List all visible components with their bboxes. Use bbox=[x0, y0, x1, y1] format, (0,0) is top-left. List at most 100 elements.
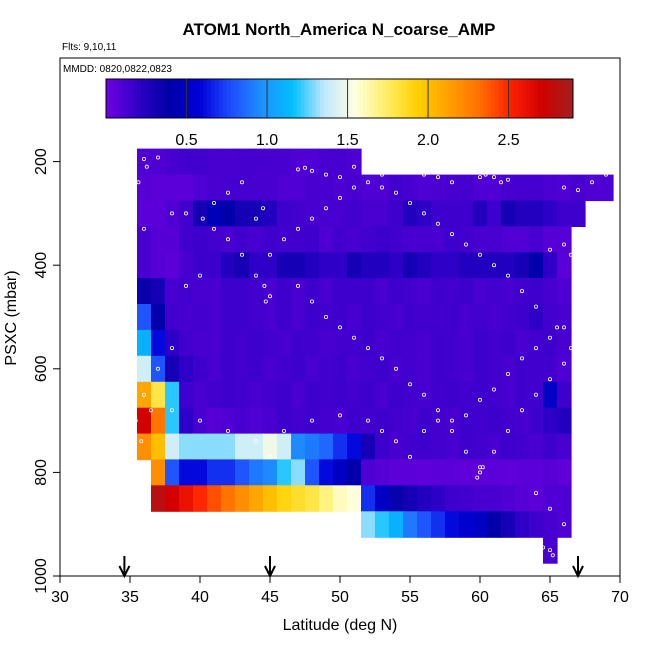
colorbar-segment bbox=[436, 79, 442, 118]
colorbar-segment bbox=[195, 79, 200, 118]
heatmap-cell bbox=[389, 433, 404, 461]
heatmap-cell bbox=[557, 174, 572, 202]
heatmap-cell bbox=[235, 355, 250, 383]
heatmap-cell bbox=[529, 485, 544, 512]
heatmap-cell bbox=[165, 407, 180, 435]
x-tick-label: 55 bbox=[401, 589, 419, 606]
heatmap-cell bbox=[347, 381, 362, 409]
sample-point bbox=[548, 247, 553, 252]
sample-point bbox=[548, 377, 553, 382]
colorbar-segment bbox=[320, 79, 325, 118]
heatmap-cell bbox=[347, 355, 362, 383]
heatmap-cell bbox=[207, 407, 222, 435]
heatmap-cell bbox=[459, 329, 474, 357]
heatmap-cell bbox=[221, 226, 236, 253]
heatmap-cell bbox=[207, 329, 222, 357]
heatmap-cell bbox=[151, 304, 166, 331]
heatmap-cell bbox=[235, 252, 250, 279]
heatmap-cell bbox=[249, 174, 264, 202]
heatmap-cell bbox=[263, 200, 278, 227]
sample-point bbox=[253, 439, 258, 444]
heatmap-cell bbox=[319, 407, 334, 435]
colorbar-segment bbox=[467, 79, 473, 118]
colorbar-segment bbox=[475, 79, 481, 118]
heatmap-cell bbox=[431, 511, 446, 538]
heatmap-cell bbox=[389, 304, 404, 331]
colorbar-segment bbox=[483, 79, 488, 118]
colorbar-segment bbox=[113, 79, 119, 118]
colorbar-segment bbox=[351, 79, 356, 118]
heatmap-cell bbox=[333, 485, 348, 512]
sample-point bbox=[337, 175, 342, 180]
heatmap-cell bbox=[515, 200, 530, 227]
heatmap-cell bbox=[431, 174, 446, 202]
colorbar-segment bbox=[238, 79, 243, 118]
colorbar-segment bbox=[471, 79, 477, 118]
heatmap-cell bbox=[333, 226, 348, 253]
heatmap-cell bbox=[431, 278, 446, 305]
sample-point bbox=[463, 242, 468, 247]
colorbar-tick-label: 2.5 bbox=[497, 132, 519, 149]
heatmap-cell bbox=[165, 278, 180, 305]
heatmap-cell bbox=[221, 329, 236, 357]
heatmap-cell bbox=[361, 511, 376, 538]
sample-point bbox=[520, 408, 525, 413]
heatmap-cell bbox=[431, 226, 446, 253]
heatmap-cell bbox=[375, 226, 390, 253]
heatmap-cell bbox=[263, 459, 278, 486]
heatmap-cell bbox=[249, 459, 264, 486]
colorbar-segment bbox=[265, 79, 270, 118]
colorbar-segment bbox=[106, 79, 111, 118]
sample-point bbox=[393, 439, 398, 444]
sample-point bbox=[281, 237, 286, 242]
sample-point bbox=[491, 263, 496, 268]
colorbar-segment bbox=[390, 79, 395, 118]
heatmap-cell bbox=[207, 485, 222, 512]
sample-point bbox=[281, 428, 286, 433]
heatmap-cell bbox=[417, 381, 432, 409]
heatmap-cell bbox=[417, 252, 432, 279]
heatmap-cell bbox=[277, 485, 292, 512]
heatmap-cell bbox=[403, 278, 418, 305]
sample-point bbox=[302, 165, 307, 170]
heatmap-cell bbox=[193, 304, 208, 331]
colorbar-segment bbox=[261, 79, 267, 118]
heatmap-cell bbox=[151, 459, 166, 486]
heatmap-cell bbox=[305, 329, 320, 357]
colorbar-segment bbox=[222, 79, 228, 118]
colorbar-segment bbox=[355, 79, 360, 118]
sample-point bbox=[590, 169, 595, 174]
heatmap-cell bbox=[529, 278, 544, 305]
sample-point bbox=[295, 226, 300, 231]
heatmap-cell bbox=[501, 252, 516, 279]
colorbar-segment bbox=[545, 79, 551, 118]
colorbar-segment bbox=[152, 79, 158, 118]
heatmap-cell bbox=[529, 433, 544, 461]
heatmap-cell bbox=[417, 511, 432, 538]
heatmap-cell bbox=[193, 148, 208, 176]
heatmap-cell bbox=[543, 278, 558, 305]
heatmap-cell bbox=[557, 200, 572, 227]
colorbar-segment bbox=[460, 79, 465, 118]
sample-point bbox=[141, 156, 146, 161]
heatmap-cell bbox=[515, 278, 530, 305]
colorbar-segment bbox=[129, 79, 134, 118]
colorbar-segment bbox=[207, 79, 212, 118]
heatmap-cell bbox=[557, 304, 572, 331]
colorbar-segment bbox=[296, 79, 302, 118]
sample-point bbox=[449, 428, 454, 433]
dates-note: MMDD: 0820,0822,0823 bbox=[63, 64, 172, 75]
heatmap-cell bbox=[501, 433, 516, 461]
colorbar-segment bbox=[366, 79, 372, 118]
heatmap-cell bbox=[291, 407, 306, 435]
heatmap-cell bbox=[375, 355, 390, 383]
colorbar-segment bbox=[121, 79, 126, 118]
heatmap-cell bbox=[389, 200, 404, 227]
colorbar-segment bbox=[495, 79, 500, 118]
heatmap-cell bbox=[235, 278, 250, 305]
heatmap-cell bbox=[291, 278, 306, 305]
heatmap-cell bbox=[501, 381, 516, 409]
heatmap-cell bbox=[151, 226, 166, 253]
heatmap-cell bbox=[361, 407, 376, 435]
